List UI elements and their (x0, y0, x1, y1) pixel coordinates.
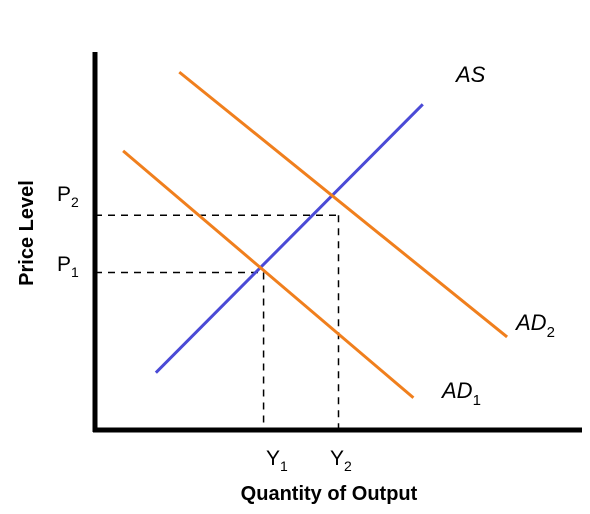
ad2-curve-label: AD2 (514, 310, 555, 341)
axes-group (92, 52, 582, 433)
y-axis-title: Price Level (16, 180, 38, 286)
x-tick-label-y1: Y1 (266, 447, 288, 474)
y-tick-label-p1: P1 (57, 253, 79, 280)
x-tick-label-y2: Y2 (330, 447, 352, 474)
y-tick-label-p2: P2 (57, 183, 79, 210)
ad1-curve-label: AD1 (440, 378, 481, 409)
dashed-guide-lines (95, 214, 340, 430)
x-axis-title: Quantity of Output (241, 483, 418, 505)
ad1-curve (122, 149, 415, 399)
curves-group (122, 70, 509, 399)
as-curve-label: AS (454, 62, 486, 87)
ad2-curve (178, 70, 509, 339)
as-curve (154, 103, 424, 374)
